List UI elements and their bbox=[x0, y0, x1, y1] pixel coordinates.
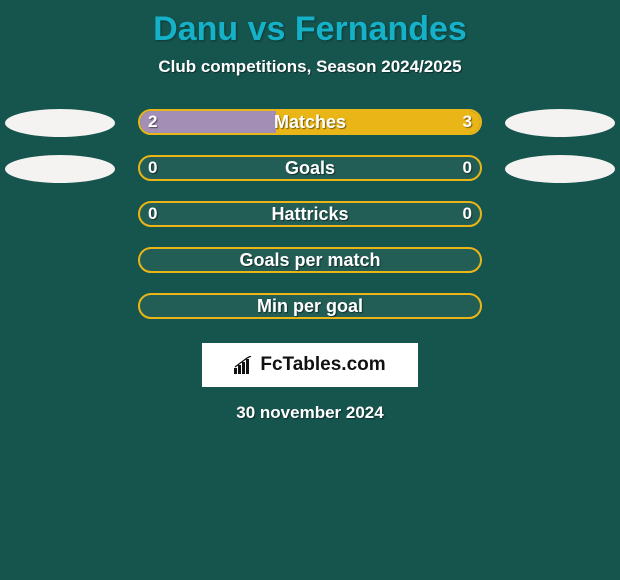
stat-row: Goals00 bbox=[0, 145, 620, 191]
page-title: Danu vs Fernandes bbox=[0, 0, 620, 57]
stat-bar bbox=[138, 109, 482, 135]
stat-bar-right-fill bbox=[276, 111, 480, 135]
stat-bar bbox=[138, 293, 482, 319]
stat-bar bbox=[138, 247, 482, 273]
logo: FcTables.com bbox=[234, 354, 385, 376]
player-left-oval bbox=[5, 109, 115, 137]
comparison-infographic: Danu vs Fernandes Club competitions, Sea… bbox=[0, 0, 620, 580]
logo-box[interactable]: FcTables.com bbox=[202, 343, 418, 387]
barchart-icon bbox=[234, 356, 256, 374]
stat-bar bbox=[138, 155, 482, 181]
date: 30 november 2024 bbox=[0, 403, 620, 423]
player-left-oval bbox=[5, 155, 115, 183]
stat-bar-left-fill bbox=[140, 111, 276, 135]
stat-row: Goals per match bbox=[0, 237, 620, 283]
stat-rows: Matches23Goals00Hattricks00Goals per mat… bbox=[0, 99, 620, 329]
subtitle: Club competitions, Season 2024/2025 bbox=[0, 57, 620, 77]
stat-bar bbox=[138, 201, 482, 227]
player-right-oval bbox=[505, 155, 615, 183]
stat-row: Min per goal bbox=[0, 283, 620, 329]
player-right-oval bbox=[505, 109, 615, 137]
logo-text: FcTables.com bbox=[260, 354, 385, 376]
stat-row: Matches23 bbox=[0, 99, 620, 145]
stat-row: Hattricks00 bbox=[0, 191, 620, 237]
